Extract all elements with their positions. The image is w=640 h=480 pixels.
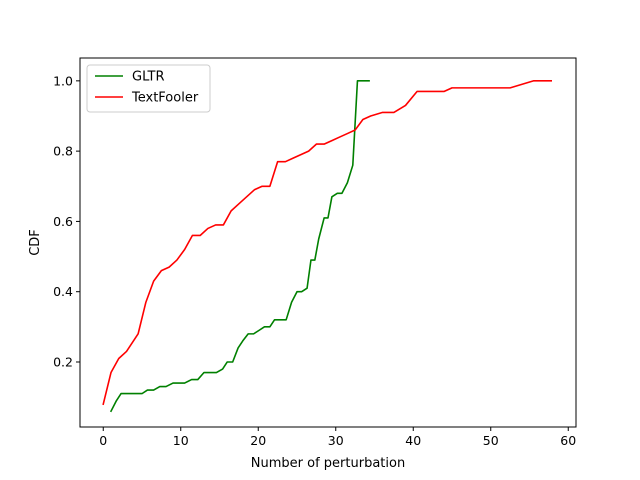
legend: GLTR TextFooler	[86, 64, 211, 113]
y-axis-label: CDF	[28, 229, 43, 256]
x-tick-label: 30	[328, 433, 344, 448]
legend-label: TextFooler	[131, 91, 199, 106]
y-tick-label: 0.4	[53, 284, 73, 299]
x-tick-label: 50	[483, 433, 499, 448]
y-tick-label: 1.0	[53, 73, 73, 88]
series-layer	[102, 80, 553, 413]
y-tick-label: 0.8	[53, 144, 73, 159]
series-line-gltr	[109, 80, 370, 413]
y-tick-label: 0.6	[53, 214, 73, 229]
axis-layer: 0 10 20 30 40 50 60 0.2 0.4 0.6 0.8 1.0	[53, 73, 576, 448]
x-tick-label: 20	[250, 433, 266, 448]
x-tick-label: 60	[560, 433, 576, 448]
plot-frame	[79, 57, 577, 428]
x-tick-label: 0	[99, 433, 107, 448]
plot-area	[80, 58, 576, 427]
series-line-textfooler	[102, 80, 553, 406]
x-axis-label: Number of perturbation	[251, 456, 405, 471]
x-tick-label: 40	[405, 433, 421, 448]
legend-label: GLTR	[132, 70, 165, 85]
y-tick-label: 0.2	[53, 354, 73, 369]
x-tick-label: 10	[173, 433, 189, 448]
